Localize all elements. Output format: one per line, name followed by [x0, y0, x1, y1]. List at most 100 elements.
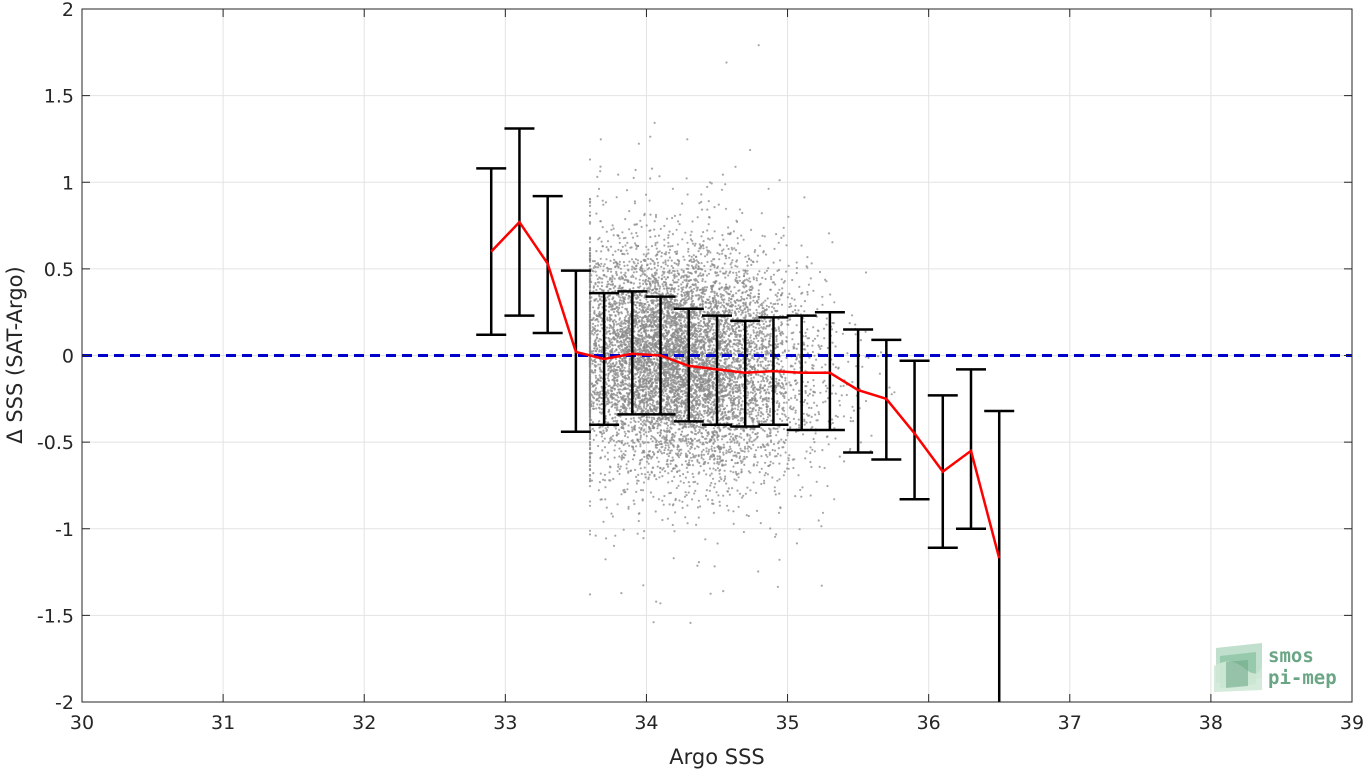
scatter-point	[642, 279, 645, 282]
scatter-point	[740, 295, 743, 298]
scatter-point	[639, 374, 642, 377]
scatter-point	[794, 362, 797, 365]
scatter-point	[766, 388, 769, 391]
scatter-point	[747, 279, 750, 282]
scatter-point	[602, 289, 605, 292]
scatter-point	[644, 391, 647, 394]
scatter-point	[722, 305, 726, 308]
scatter-point	[657, 234, 661, 237]
scatter-point	[707, 450, 710, 453]
scatter-point	[706, 434, 709, 437]
scatter-point	[710, 481, 713, 485]
scatter-point	[678, 405, 681, 408]
scatter-point	[654, 394, 657, 397]
scatter-point	[602, 265, 605, 268]
scatter-point	[752, 299, 755, 302]
scatter-point	[877, 355, 880, 358]
scatter-point	[621, 296, 624, 299]
scatter-point	[753, 453, 756, 456]
scatter-point	[610, 228, 613, 231]
scatter-point	[794, 312, 798, 315]
scatter-point	[840, 394, 843, 397]
scatter-point	[754, 409, 757, 412]
scatter-point	[609, 439, 612, 442]
scatter-point	[786, 462, 789, 466]
scatter-point	[805, 265, 808, 268]
scatter-point	[643, 433, 646, 436]
scatter-point	[644, 420, 647, 423]
scatter-point	[824, 400, 827, 403]
scatter-point	[600, 295, 603, 298]
scatter-point	[776, 427, 779, 430]
scatter-point	[725, 452, 728, 455]
scatter-point	[596, 382, 599, 385]
scatter-point	[721, 405, 724, 408]
scatter-point	[593, 309, 596, 313]
scatter-point	[807, 414, 810, 417]
scatter-point	[670, 348, 673, 351]
scatter-point	[779, 386, 783, 389]
scatter-point	[636, 407, 639, 410]
scatter-point	[787, 323, 790, 326]
scatter-point	[660, 446, 663, 449]
scatter-point	[671, 279, 675, 282]
scatter-point	[667, 400, 670, 403]
scatter-point	[645, 275, 649, 278]
scatter-point	[823, 379, 826, 382]
scatter-point	[645, 224, 648, 227]
scatter-point	[768, 427, 771, 430]
scatter-point	[652, 621, 655, 624]
scatter-point	[649, 437, 653, 440]
scatter-point	[594, 369, 597, 372]
scatter-point	[790, 305, 793, 308]
scatter-point	[718, 258, 721, 261]
scatter-point	[588, 443, 592, 446]
scatter-point	[681, 506, 684, 509]
scatter-point	[643, 269, 646, 272]
scatter-point	[783, 396, 786, 399]
scatter-point	[734, 407, 737, 410]
scatter-point	[639, 274, 642, 277]
scatter-point	[757, 380, 760, 384]
scatter-point	[772, 273, 776, 276]
scatter-point	[668, 256, 672, 259]
scatter-point	[741, 449, 744, 453]
scatter-point	[782, 428, 786, 431]
scatter-point	[655, 446, 659, 449]
scatter-point	[746, 264, 749, 267]
scatter-point	[668, 503, 671, 506]
scatter-point	[713, 462, 716, 465]
scatter-point	[704, 352, 707, 355]
scatter-point	[834, 437, 837, 440]
scatter-point	[664, 283, 667, 286]
scatter-point	[663, 422, 666, 425]
scatter-point	[769, 460, 772, 463]
scatter-point	[618, 241, 621, 244]
scatter-point	[624, 370, 627, 373]
scatter-point	[615, 434, 618, 437]
scatter-point	[685, 397, 688, 400]
scatter-point	[700, 200, 703, 203]
scatter-point	[804, 457, 807, 460]
scatter-point	[698, 202, 701, 205]
scatter-point	[622, 322, 625, 325]
scatter-point	[671, 523, 674, 527]
scatter-point	[806, 381, 810, 384]
scatter-point	[800, 244, 803, 247]
scatter-point	[706, 498, 710, 501]
scatter-point	[660, 278, 663, 281]
scatter-point	[613, 277, 616, 280]
scatter-point	[654, 274, 657, 277]
scatter-point	[760, 420, 763, 423]
scatter-point	[602, 478, 605, 481]
scatter-point	[606, 316, 609, 319]
scatter-point	[778, 440, 781, 443]
scatter-point	[760, 380, 763, 383]
scatter-point	[611, 344, 615, 347]
scatter-point	[748, 440, 751, 443]
scatter-point	[608, 326, 611, 330]
scatter-point	[774, 343, 777, 346]
scatter-point	[704, 255, 707, 258]
scatter-point	[628, 378, 631, 381]
scatter-point	[703, 293, 706, 296]
